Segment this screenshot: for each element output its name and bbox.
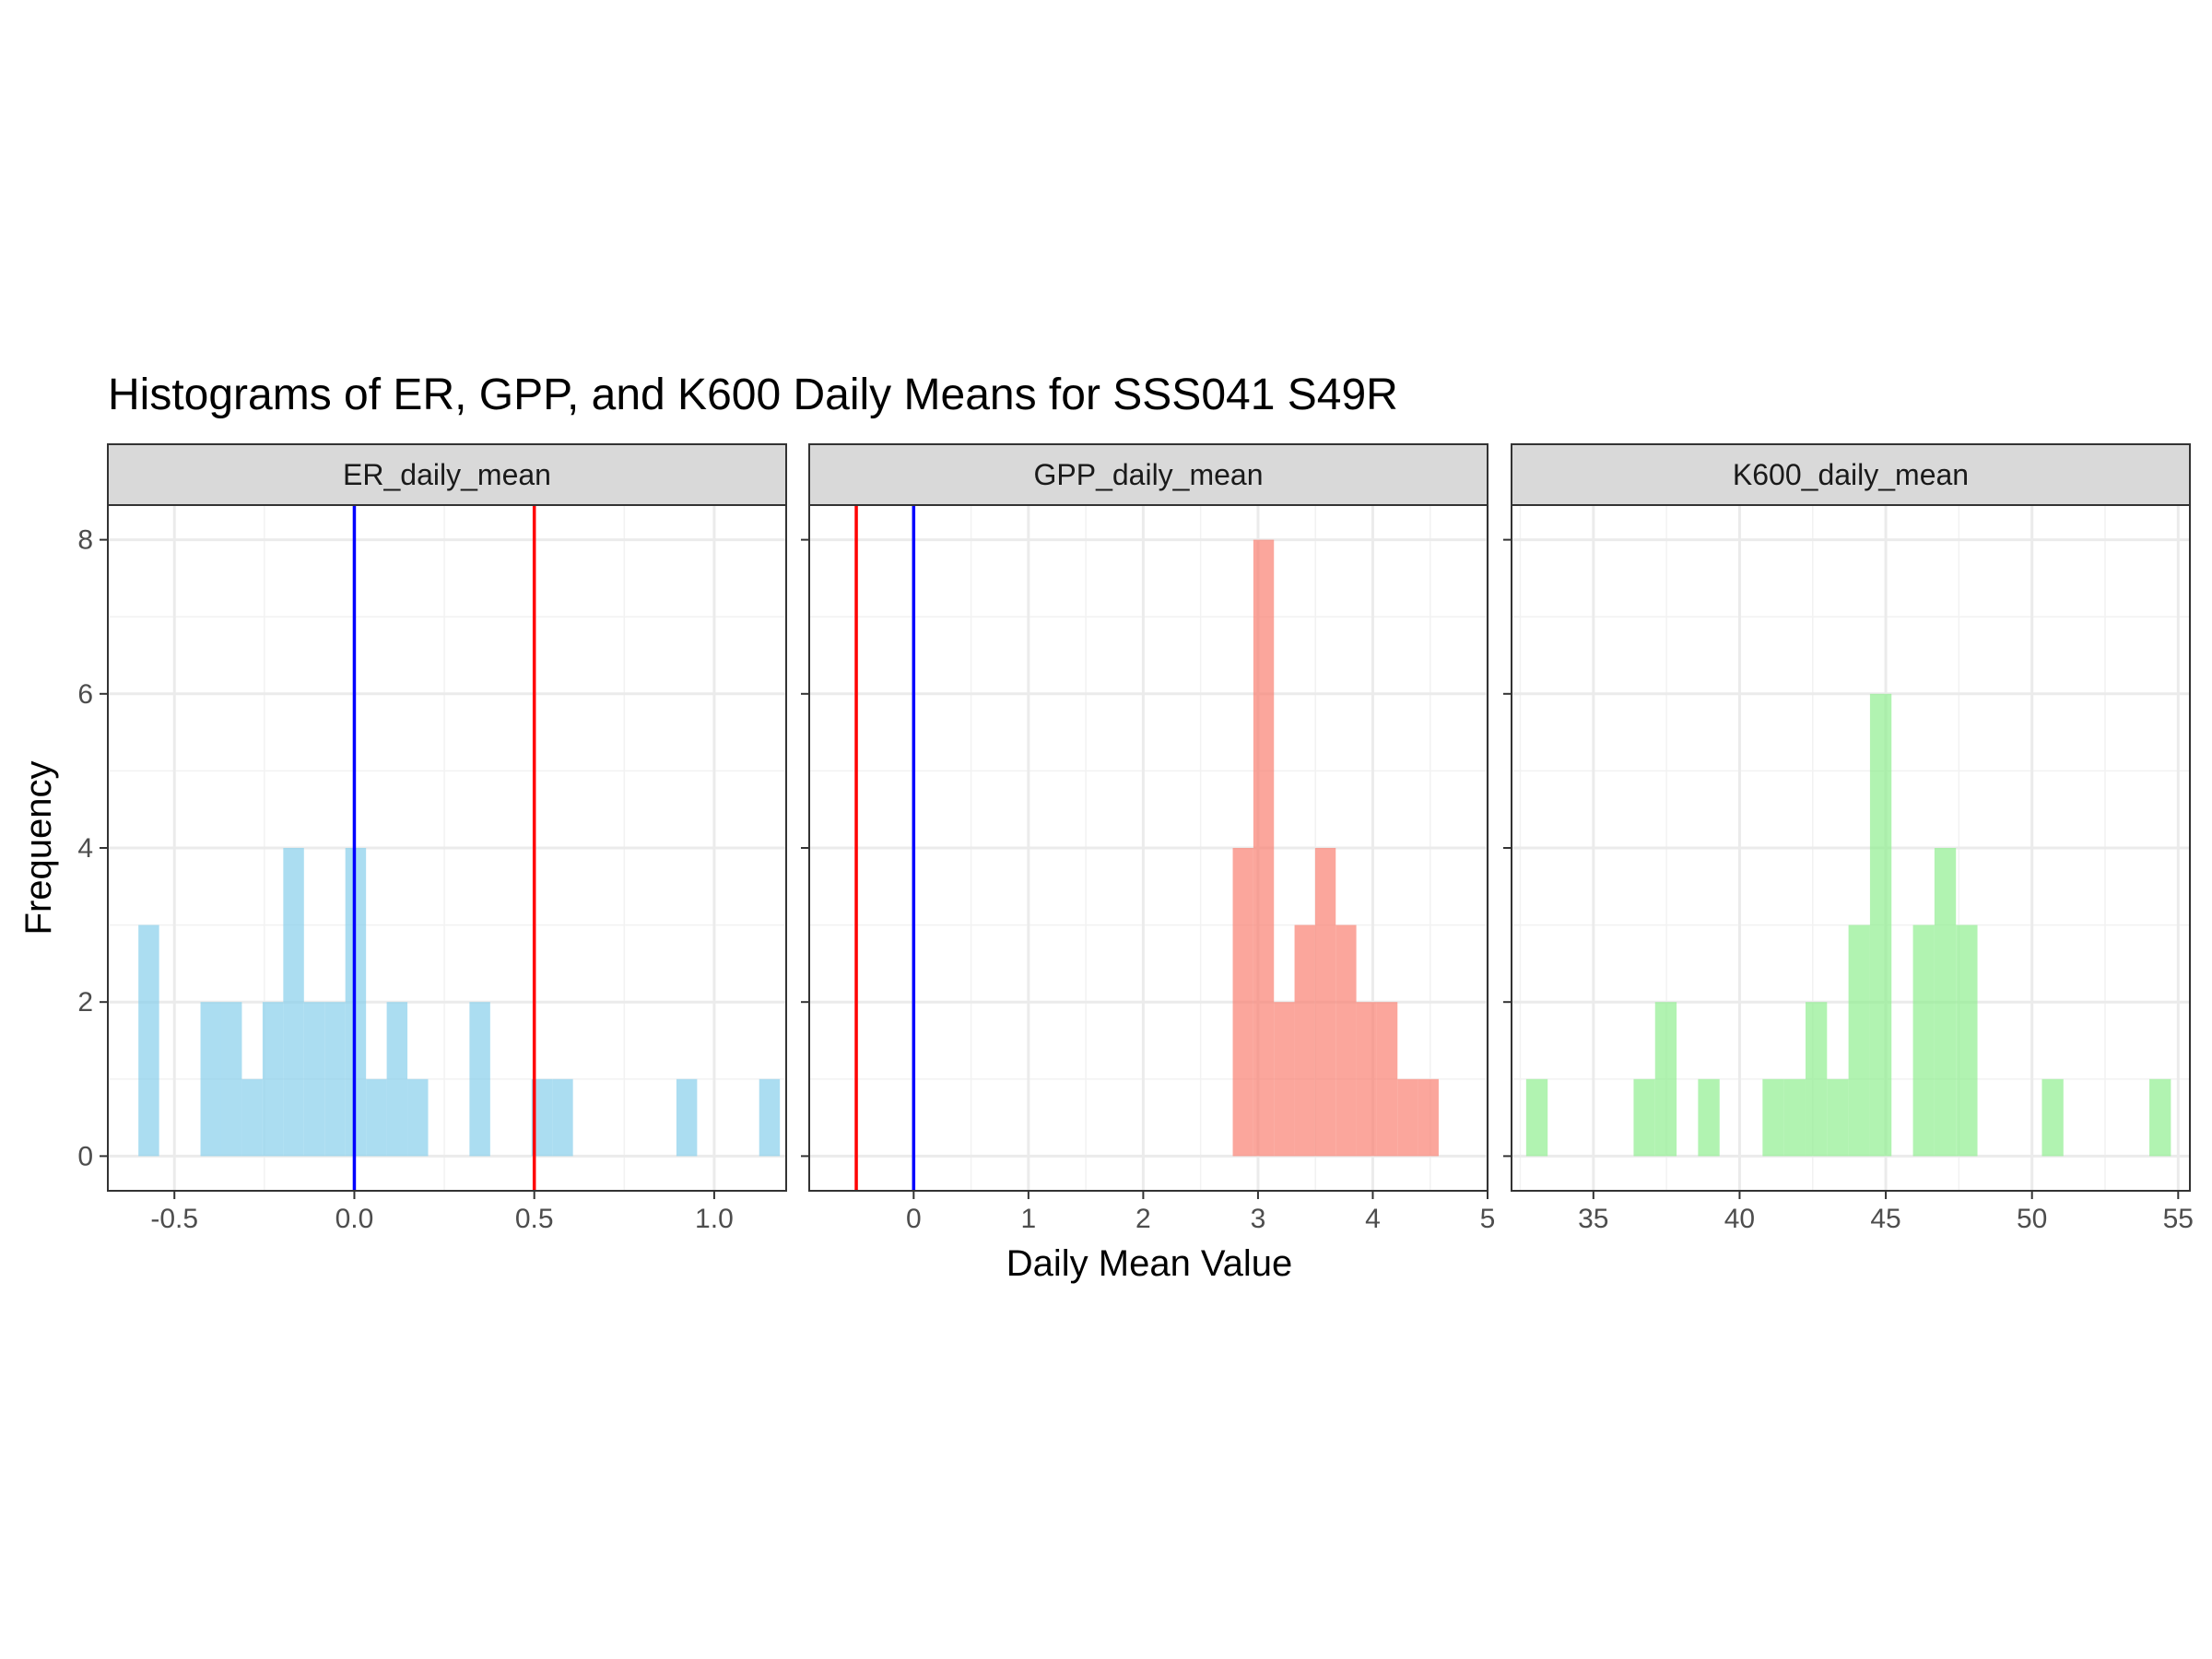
x-tick-label: 50 <box>2017 1204 2047 1234</box>
histogram-bar <box>1848 924 1870 1157</box>
x-tick-label: 0.5 <box>515 1204 554 1234</box>
histogram-bar <box>2041 1078 2064 1157</box>
x-tick-label: 1.0 <box>695 1204 734 1234</box>
histogram-bar <box>469 1002 490 1157</box>
chart-title: Histograms of ER, GPP, and K600 Daily Me… <box>108 371 1398 419</box>
x-tick-label: 45 <box>1870 1204 1900 1234</box>
x-tick-label: -0.5 <box>150 1204 198 1234</box>
histogram-bar <box>1805 1002 1828 1157</box>
facet-label: GPP_daily_mean <box>1033 458 1263 491</box>
histogram-bar <box>200 1002 221 1157</box>
histogram-bar <box>1397 1078 1418 1157</box>
x-tick-label: 1 <box>1021 1204 1037 1234</box>
facet-K600_daily_mean: K600_daily_mean 35 40 45 50 55 <box>1503 443 2194 1234</box>
histogram-bar <box>1314 848 1336 1157</box>
histogram-bar <box>138 924 159 1157</box>
histogram-bar <box>1654 1002 1677 1157</box>
facet-panels: ER_daily_mean -0.5 0.0 0.5 1.0 0 2 4 6 8 GPP_daily… <box>77 443 2194 1234</box>
histogram-bar <box>1335 924 1357 1157</box>
histogram-bar <box>366 1078 387 1157</box>
x-tick-label: 40 <box>1724 1204 1755 1234</box>
histogram-bar <box>1633 1078 1655 1157</box>
x-tick-label: 3 <box>1251 1204 1266 1234</box>
x-tick-label: 0.0 <box>335 1204 374 1234</box>
histogram-bar <box>386 1002 408 1157</box>
y-axis-title: Frequency <box>18 761 59 935</box>
histogram-bar <box>1418 1078 1439 1157</box>
histogram-bar <box>552 1078 573 1157</box>
histogram-bar <box>303 1002 325 1157</box>
histogram-bar <box>1783 1078 1806 1157</box>
histogram-bar <box>1253 539 1275 1157</box>
histogram-bar <box>759 1078 781 1157</box>
x-tick-label: 35 <box>1578 1204 1608 1234</box>
histogram-bar <box>1356 1002 1377 1157</box>
histogram-bar <box>1294 924 1315 1157</box>
histogram-bar <box>1525 1078 1548 1157</box>
histogram-bar <box>1827 1078 1849 1157</box>
histogram-bar <box>676 1078 698 1157</box>
histogram-bar <box>1869 693 1892 1157</box>
x-tick-label: 0 <box>906 1204 922 1234</box>
histogram-bar <box>1376 1002 1398 1157</box>
y-tick-label: 2 <box>77 987 93 1018</box>
y-tick-label: 8 <box>77 525 93 556</box>
x-tick-label: 55 <box>2163 1204 2194 1234</box>
y-tick-label: 0 <box>77 1141 93 1171</box>
x-tick-label: 2 <box>1135 1204 1151 1234</box>
histogram-bar <box>1698 1078 1720 1157</box>
histogram-bar <box>2149 1078 2171 1157</box>
histogram-bar <box>407 1078 429 1157</box>
facet-GPP_daily_mean: GPP_daily_mean 0 1 2 3 4 5 <box>801 443 1496 1234</box>
facet-strip <box>808 443 1488 506</box>
facet-strip <box>1511 443 2191 506</box>
histogram-bar <box>262 1002 284 1157</box>
histogram-bar <box>220 1002 242 1157</box>
y-tick-label: 6 <box>77 679 93 710</box>
histogram-bar <box>1274 1002 1295 1157</box>
histogram-bar <box>1232 848 1253 1157</box>
x-tick-label: 4 <box>1365 1204 1381 1234</box>
facet-ER_daily_mean: ER_daily_mean -0.5 0.0 0.5 1.0 0 2 4 6 8 <box>77 443 787 1234</box>
histogram-bar <box>324 1002 346 1157</box>
x-tick-label: 5 <box>1480 1204 1496 1234</box>
histogram-bar <box>1762 1078 1784 1157</box>
facet-label: K600_daily_mean <box>1733 458 1969 491</box>
x-axis-title: Daily Mean Value <box>1006 1243 1293 1284</box>
facet-strip <box>107 443 787 506</box>
histogram-bar <box>241 1078 263 1157</box>
facet-label: ER_daily_mean <box>343 458 551 491</box>
histogram-bar <box>1912 924 1935 1157</box>
histogram-bar <box>531 1078 553 1157</box>
histogram-bar <box>283 848 304 1157</box>
histogram-bar <box>1956 924 1978 1157</box>
histogram-bar <box>1934 848 1957 1157</box>
y-tick-label: 4 <box>77 833 93 864</box>
